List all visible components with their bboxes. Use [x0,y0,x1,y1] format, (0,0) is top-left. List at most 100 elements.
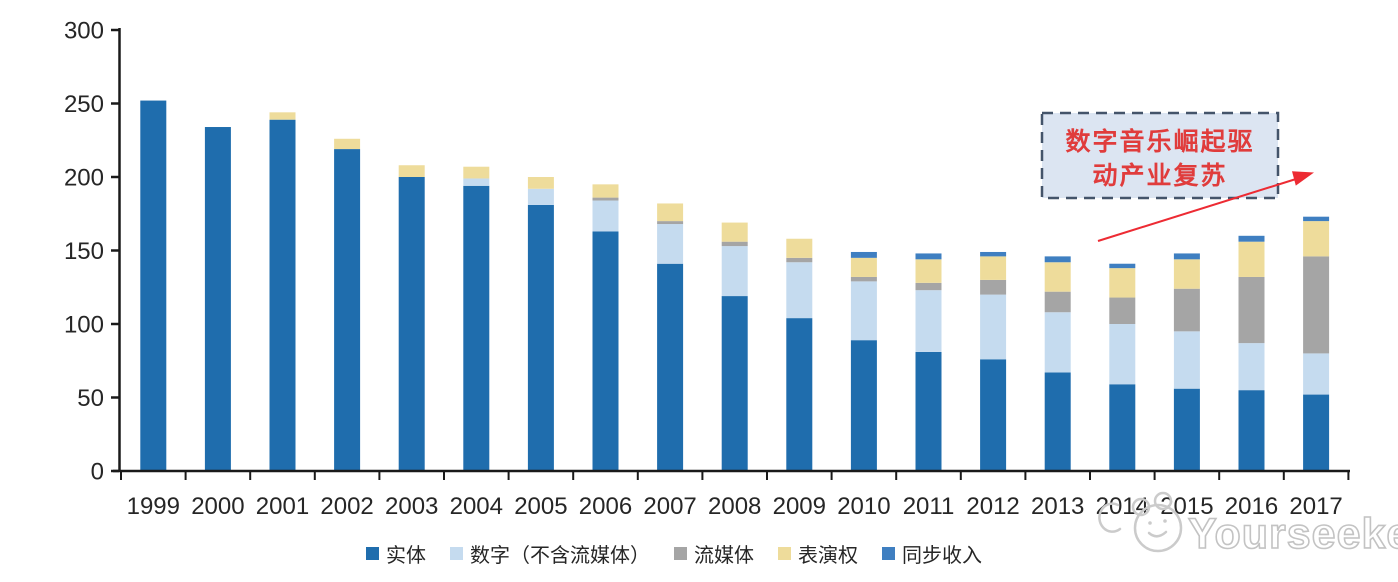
bar-segment-数字（不含流媒体） [980,294,1007,360]
bar-segment-表演权 [1173,259,1200,289]
bar-segment-流媒体 [1044,291,1071,313]
annotation-arrow [1097,171,1314,242]
bar-segment-流媒体 [850,276,877,282]
bar-segment-同步收入 [1173,253,1200,260]
bar-segment-同步收入 [1044,256,1071,263]
bar-segment-实体 [269,119,296,472]
bar-segment-数字（不含流媒体） [592,200,619,232]
x-tick-label: 2004 [450,493,503,520]
x-tick-label: 2007 [643,493,696,520]
bar-segment-实体 [204,127,231,472]
y-tick-label: 150 [64,238,104,265]
bar-segment-表演权 [463,166,490,179]
bar-segment-实体 [1238,390,1265,471]
bar-segment-数字（不含流媒体） [1044,312,1071,373]
bar-segment-数字（不含流媒体） [1303,353,1330,395]
bar-segment-实体 [1044,372,1071,471]
bar-segment-表演权 [398,165,425,177]
bar-segment-流媒体 [1109,297,1136,324]
bar-segment-数字（不含流媒体） [786,262,813,319]
y-tick-label: 100 [64,312,104,339]
legend-swatch [366,546,379,560]
yourseeker-logo [1133,503,1183,553]
x-tick-label: 2001 [256,493,309,520]
x-tick-label: 2012 [966,493,1019,520]
bar-segment-实体 [915,351,942,471]
annotation-text-line2: 动产业复苏 [1092,161,1227,190]
bar-segment-数字（不含流媒体） [1173,331,1200,389]
legend-swatch [450,546,463,560]
legend-label: 表演权 [798,544,858,567]
annotation-box [1040,111,1280,200]
bar-segment-同步收入 [850,251,877,258]
legend-swatch [778,546,791,560]
x-tick-label: 2003 [385,493,438,520]
x-tick-label: 2008 [708,493,761,520]
x-tick-label: 1999 [127,493,180,520]
legend-item: 表演权 [778,539,858,568]
bar-segment-表演权 [527,177,554,189]
bar-segment-数字（不含流媒体） [657,224,684,264]
bar-segment-表演权 [1238,241,1265,277]
bar-segment-实体 [1173,388,1200,471]
bar-segment-表演权 [915,259,942,283]
x-tick-label: 2010 [837,493,890,520]
bar-segment-实体 [850,340,877,471]
bar-segment-同步收入 [915,253,942,260]
legend-item: 实体 [366,539,426,568]
legend-label: 实体 [386,544,426,567]
bar-segment-实体 [463,185,490,471]
x-tick-label: 2011 [903,493,955,520]
yourseeker-logo [1131,497,1151,517]
y-tick-label: 300 [64,18,104,45]
yourseeker-logo [1153,491,1173,511]
legend-label: 数字（不含流媒体） [470,544,650,567]
bar-segment-表演权 [721,222,748,242]
bar-segment-流媒体 [786,257,813,263]
bar-segment-同步收入 [1109,263,1136,269]
yourseeker-logo [1147,530,1168,538]
bar-segment-表演权 [1044,262,1071,292]
bar-segment-实体 [398,177,425,471]
bar-segment-实体 [657,263,684,471]
x-tick-label: 2006 [579,493,632,520]
annotation-text-line1: 数字音乐崛起驱 [1065,127,1254,156]
x-tick-label: 2017 [1289,493,1342,520]
bar-segment-流媒体 [592,197,619,201]
y-axis: 0 50 100 150 200 250 300 [64,18,119,486]
legend-label: 同步收入 [902,544,982,567]
bar-segment-实体 [334,149,361,471]
bar-segment-同步收入 [1303,216,1330,222]
bar-segment-流媒体 [721,241,748,247]
x-tick-label: 2013 [1031,493,1084,520]
bar-segment-数字（不含流媒体） [1109,324,1136,385]
bar-segment-实体 [527,204,554,471]
yourseeker-logo [1148,521,1152,525]
bar-segment-数字（不含流媒体） [915,290,942,352]
y-tick-label: 0 [91,459,104,486]
legend-swatch [674,546,687,560]
y-tick-label: 250 [64,91,104,118]
yourseeker-logo [1098,502,1122,533]
bar-segment-表演权 [980,256,1007,280]
bar-segment-流媒体 [1303,256,1330,354]
x-tick-label: 2005 [514,493,567,520]
bar-segment-同步收入 [1238,235,1265,242]
bar-segment-表演权 [786,238,813,258]
bar-segment-实体 [1303,394,1330,471]
bar-segment-实体 [786,318,813,471]
legend-item: 同步收入 [882,539,982,568]
yourseeker-logo [1163,519,1167,523]
bar-segment-表演权 [334,138,361,150]
bar-segment-数字（不含流媒体） [463,178,490,186]
x-tick-label: 2000 [191,493,244,520]
watermark-text: Yourseeker [1188,510,1398,558]
bar-segment-表演权 [269,112,296,120]
bar-segment-表演权 [850,257,877,277]
bar-segment-流媒体 [1238,276,1265,344]
watermark: Yourseeker [1098,491,1398,559]
legend-label: 流媒体 [694,544,754,567]
bar-segment-数字（不含流媒体） [850,281,877,341]
bar-segment-流媒体 [915,282,942,291]
